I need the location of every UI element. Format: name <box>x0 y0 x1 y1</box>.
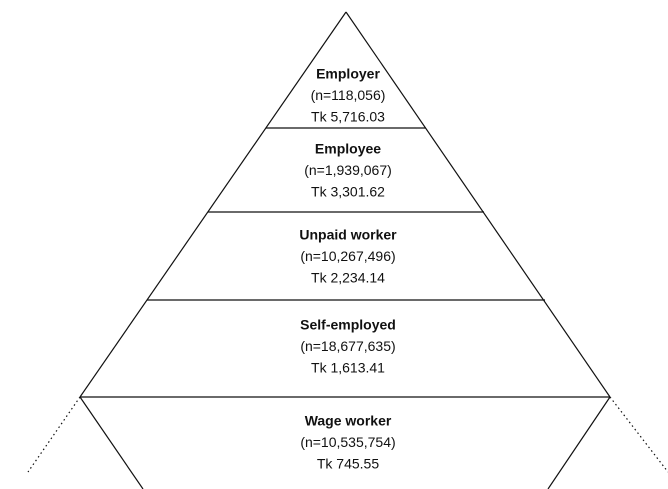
level-name: Unpaid worker <box>299 227 397 243</box>
dotted-extension <box>609 396 668 473</box>
dotted-extension <box>27 396 81 473</box>
level-name: Self-employed <box>300 317 396 333</box>
level-name: Wage worker <box>305 413 392 429</box>
level-count: (n=1,939,067) <box>304 162 392 178</box>
level-income: Tk 5,716.03 <box>311 109 385 125</box>
level-name: Employer <box>316 66 380 82</box>
level-name: Employee <box>315 141 381 157</box>
pyramid-edge <box>345 11 611 398</box>
level-count: (n=10,267,496) <box>300 248 395 264</box>
base-edge <box>547 396 611 489</box>
level-income: Tk 2,234.14 <box>311 270 385 286</box>
level-count: (n=10,535,754) <box>300 434 395 450</box>
level-income: Tk 1,613.41 <box>311 360 385 376</box>
base-edge <box>79 396 144 489</box>
pyramid-edge <box>79 11 347 398</box>
level-income: Tk 745.55 <box>317 456 379 472</box>
level-count: (n=18,677,635) <box>300 338 395 354</box>
level-count: (n=118,056) <box>311 87 386 103</box>
level-income: Tk 3,301.62 <box>311 184 385 200</box>
level-labels: Employer (n=118,056) Tk 5,716.03 Employee (n… <box>299 66 397 472</box>
